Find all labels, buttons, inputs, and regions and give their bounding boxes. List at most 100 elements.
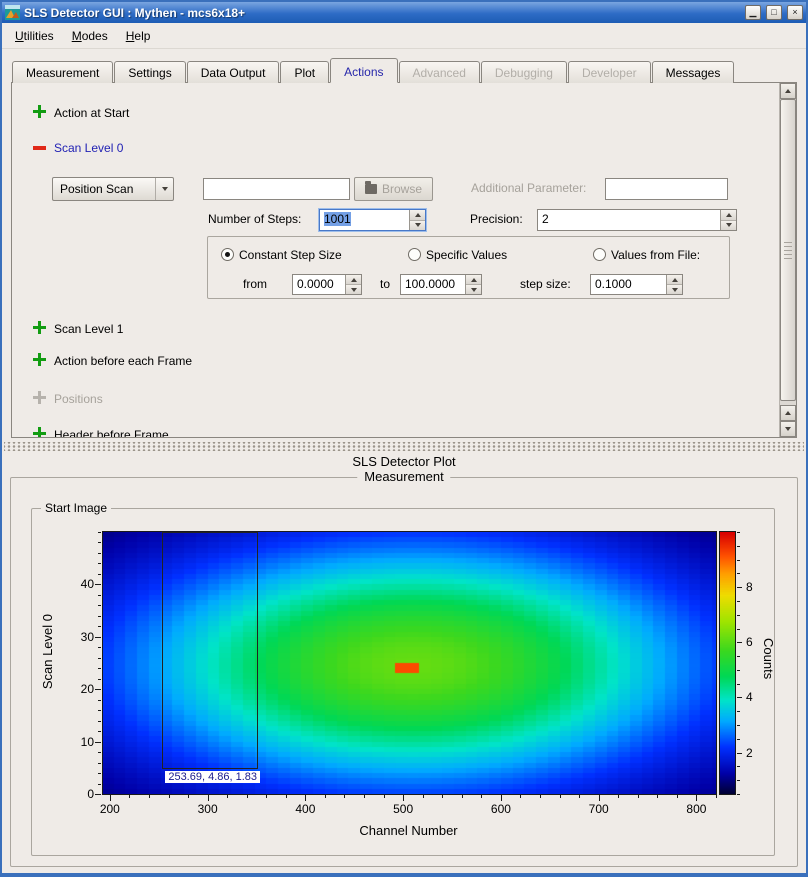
- y-tick-mark: [95, 741, 101, 743]
- zoom-selection-rect: [162, 532, 259, 769]
- heatmap-canvas[interactable]: [102, 531, 717, 795]
- measurement-group-title: Measurement: [357, 469, 451, 484]
- step-mode-groupbox: Constant Step Size Specific Values Value…: [207, 236, 730, 299]
- number-of-steps-spinbox[interactable]: 1001: [319, 209, 426, 231]
- tab-debugging[interactable]: Debugging: [480, 61, 567, 83]
- tab-bar: Measurement Settings Data Output Plot Action…: [2, 49, 806, 83]
- scroll-up-button[interactable]: [780, 405, 796, 421]
- action-before-frame-label: Action before each Frame: [54, 354, 193, 368]
- y-minor-tick: [98, 615, 101, 617]
- spin-down-button[interactable]: [667, 284, 682, 294]
- start-image-group-title: Start Image: [41, 501, 112, 515]
- values-from-file-label: Values from File:: [611, 248, 701, 262]
- spin-down-button[interactable]: [466, 284, 481, 294]
- scroll-up-button[interactable]: [780, 83, 796, 99]
- x-tick-mark: [696, 795, 698, 801]
- x-minor-tick: [540, 795, 542, 798]
- browse-button-label: Browse: [381, 182, 422, 196]
- x-minor-tick: [168, 795, 170, 798]
- plot-stage: 253.69, 4.86, 1.83 Scan Level 0 Channel …: [32, 509, 776, 855]
- step-size-spinbox[interactable]: 0.1000: [590, 274, 683, 295]
- y-minor-tick: [98, 773, 101, 775]
- y-tick-label: 30: [80, 629, 94, 644]
- colorbar-minor-tick: [737, 545, 740, 547]
- to-value: 100.0000: [405, 277, 456, 291]
- browse-button[interactable]: Browse: [354, 177, 433, 201]
- step-size-label: step size:: [520, 277, 571, 291]
- vertical-scrollbar[interactable]: [779, 83, 796, 437]
- y-tick-label: 0: [87, 787, 94, 801]
- menu-utilities[interactable]: Utilities: [15, 28, 54, 43]
- to-spinbox[interactable]: 100.0000: [400, 274, 482, 295]
- tab-actions[interactable]: Actions: [330, 58, 398, 83]
- scrollbar-thumb[interactable]: [780, 99, 796, 401]
- colorbar-minor-tick: [737, 669, 740, 671]
- tab-plot[interactable]: Plot: [280, 61, 330, 83]
- colorbar-minor-tick: [737, 614, 740, 616]
- expand-plus-icon[interactable]: [33, 427, 46, 437]
- tab-measurement[interactable]: Measurement: [12, 61, 114, 83]
- colorbar-minor-tick: [737, 628, 740, 630]
- spin-up-button[interactable]: [346, 275, 361, 284]
- x-tick-mark: [207, 795, 209, 801]
- spin-up-button[interactable]: [466, 275, 481, 284]
- y-minor-tick: [98, 762, 101, 764]
- minimize-button[interactable]: ▁: [745, 5, 761, 20]
- menu-modes[interactable]: Modes: [71, 28, 108, 43]
- colorbar-minor-tick: [737, 711, 740, 713]
- expand-plus-icon[interactable]: [33, 105, 46, 118]
- y-minor-tick: [98, 710, 101, 712]
- x-minor-tick: [657, 795, 659, 798]
- scan-level-1-label: Scan Level 1: [54, 322, 124, 336]
- y-minor-tick: [98, 657, 101, 659]
- x-minor-tick: [188, 795, 190, 798]
- y-tick-mark: [95, 584, 101, 586]
- precision-spinbox[interactable]: 2: [537, 209, 737, 231]
- script-file-field[interactable]: [203, 178, 350, 200]
- expand-plus-icon[interactable]: [33, 321, 46, 334]
- expand-plus-icon[interactable]: [33, 353, 46, 366]
- colorbar-tick-label: 6: [746, 635, 753, 650]
- spin-up-button[interactable]: [410, 210, 425, 220]
- collapse-minus-icon[interactable]: [33, 141, 46, 154]
- tab-data-output[interactable]: Data Output: [186, 61, 280, 83]
- x-tick-mark: [305, 795, 307, 801]
- tab-developer[interactable]: Developer: [567, 61, 651, 83]
- spin-down-button[interactable]: [346, 284, 361, 294]
- chevron-down-icon[interactable]: [156, 187, 173, 191]
- close-button[interactable]: ×: [787, 5, 803, 20]
- values-from-file-radio[interactable]: [593, 248, 606, 261]
- spin-up-button[interactable]: [721, 210, 736, 220]
- x-tick-label: 200: [99, 802, 120, 816]
- y-tick-mark: [95, 689, 101, 691]
- colorbar-tick-label: 2: [746, 745, 753, 760]
- titlebar[interactable]: SLS Detector GUI : Mythen - mcs6x18+ ▁ □…: [2, 2, 806, 23]
- x-minor-tick: [129, 795, 131, 798]
- tab-settings[interactable]: Settings: [114, 61, 186, 83]
- colorbar-minor-tick: [737, 532, 740, 533]
- constant-step-size-radio[interactable]: [221, 248, 234, 261]
- scan-mode-combobox[interactable]: Position Scan: [52, 177, 174, 201]
- specific-values-radio[interactable]: [408, 248, 421, 261]
- x-tick-label: 600: [490, 802, 511, 816]
- splitter-handle[interactable]: [4, 442, 804, 451]
- spin-up-button[interactable]: [667, 275, 682, 284]
- x-minor-tick: [285, 795, 287, 798]
- spin-down-button[interactable]: [410, 219, 425, 230]
- x-tick-label: 500: [393, 802, 414, 816]
- spin-down-button[interactable]: [721, 219, 736, 230]
- tab-messages[interactable]: Messages: [651, 61, 735, 83]
- x-tick-mark: [109, 795, 111, 801]
- number-of-steps-value: 1001: [324, 212, 351, 226]
- app-icon: [5, 5, 20, 20]
- y-tick-mark: [95, 636, 101, 638]
- maximize-button[interactable]: □: [766, 5, 782, 20]
- menu-help[interactable]: Help: [125, 28, 151, 43]
- y-minor-tick: [98, 668, 101, 670]
- from-spinbox[interactable]: 0.0000: [292, 274, 362, 295]
- scroll-down-button[interactable]: [780, 421, 796, 437]
- tab-advanced[interactable]: Advanced: [398, 61, 480, 83]
- additional-parameter-field[interactable]: [605, 178, 728, 200]
- y-minor-tick: [98, 542, 101, 544]
